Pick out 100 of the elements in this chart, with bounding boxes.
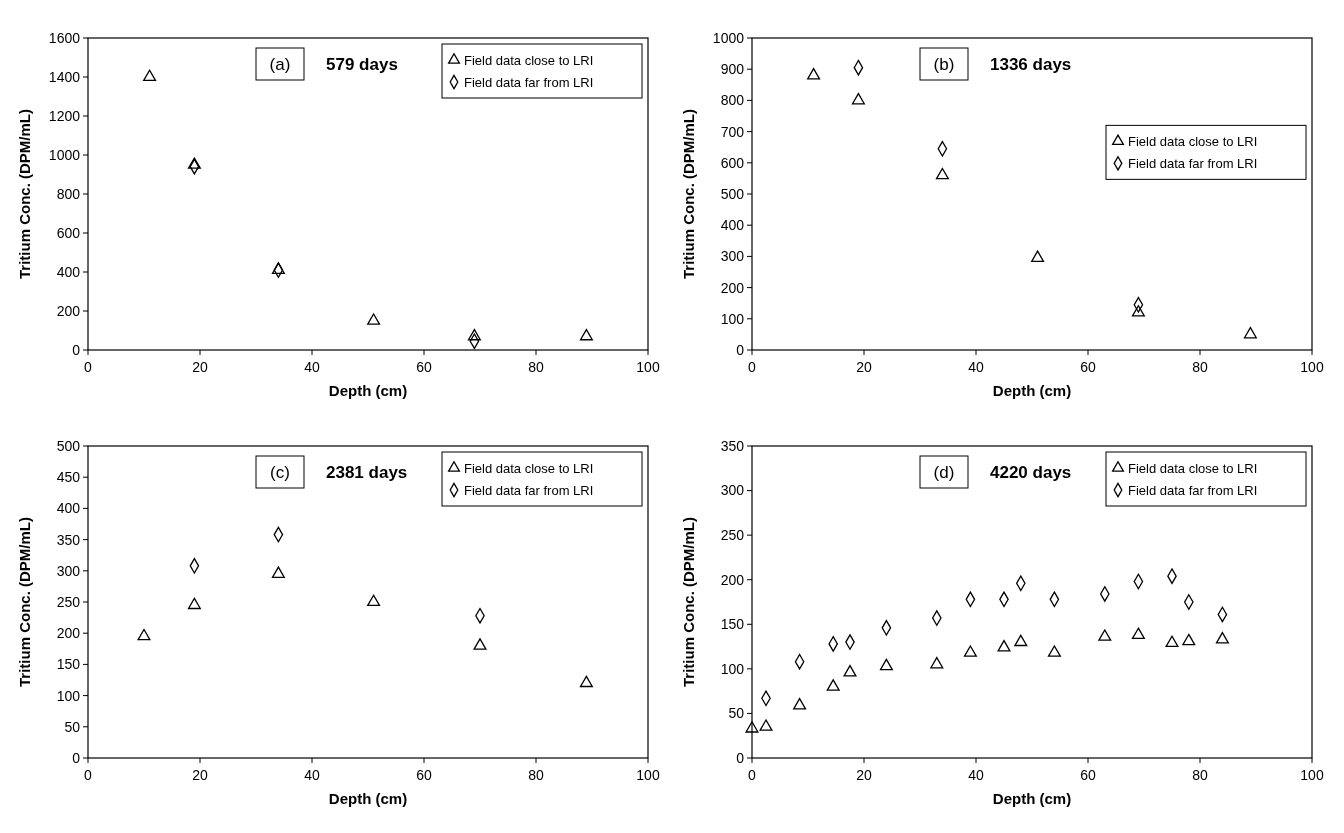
- text: 579 days: [326, 55, 398, 74]
- y-tick-label: 100: [720, 660, 745, 677]
- x-tick-label: 0: [84, 359, 93, 375]
- x-tick-label: 40: [304, 767, 320, 783]
- point: [1131, 305, 1145, 317]
- x-tick-label: 20: [192, 767, 208, 783]
- legend-label: Field data far from LRI: [1128, 482, 1258, 498]
- x-tick-label: 100: [636, 359, 660, 375]
- y-tick-label: 300: [56, 562, 81, 579]
- legend-label: Field data far from LRI: [1128, 155, 1258, 171]
- x-tick-label: 60: [1080, 767, 1096, 783]
- y-tick-label: 200: [720, 571, 745, 588]
- point: [935, 167, 949, 180]
- text: 2381 days: [326, 463, 408, 482]
- x-axis-title: Depth (cm): [992, 382, 1072, 399]
- point: [579, 675, 593, 688]
- legend-label: Field data close to LRI: [464, 52, 594, 68]
- y-tick-label: 350: [56, 531, 81, 548]
- text: 4220 days: [990, 463, 1072, 482]
- legend-label: Field data close to LRI: [464, 460, 594, 476]
- x-tick-label: 100: [636, 767, 660, 783]
- x-axis-title: Depth (cm): [328, 382, 408, 399]
- point: [187, 597, 201, 610]
- y-tick-label: 300: [720, 482, 745, 499]
- y-tick-label: 300: [720, 248, 745, 265]
- point: [1131, 627, 1145, 640]
- x-tick-label: 0: [84, 767, 93, 783]
- x-tick-label: 80: [1192, 767, 1208, 783]
- x-axis-title: Depth (cm): [328, 790, 408, 807]
- y-tick-label: 800: [720, 92, 745, 109]
- point: [745, 721, 759, 733]
- y-tick-label: 200: [56, 625, 81, 642]
- y-tick-label: 450: [56, 469, 81, 486]
- point: [143, 69, 157, 82]
- x-tick-label: 60: [1080, 359, 1096, 375]
- x-axis-title: Depth (cm): [992, 790, 1072, 807]
- annotation: (d): [933, 463, 955, 482]
- point: [1165, 635, 1179, 648]
- x-tick-label: 20: [856, 767, 872, 783]
- legend-label: Field data far from LRI: [464, 74, 594, 90]
- x-tick-label: 0: [748, 767, 757, 783]
- point: [997, 640, 1011, 652]
- legend-label: Field data close to LRI: [1128, 460, 1258, 476]
- point: [1031, 250, 1045, 263]
- point: [1182, 633, 1196, 646]
- x-tick-label: 40: [968, 359, 984, 375]
- annotation: (b): [933, 55, 955, 74]
- point: [1215, 631, 1229, 644]
- y-tick-label: 50: [64, 718, 81, 735]
- point: [579, 328, 593, 341]
- y-tick-label: 0: [736, 341, 745, 358]
- y-tick-label: 500: [720, 185, 745, 202]
- point: [963, 645, 977, 657]
- y-tick-label: 1000: [712, 29, 745, 46]
- y-axis-title: Tritium Conc. (DPM/mL): [16, 517, 33, 687]
- x-tick-label: 40: [304, 359, 320, 375]
- point: [843, 664, 857, 677]
- y-tick-label: 150: [56, 656, 81, 673]
- point: [367, 594, 381, 607]
- y-tick-label: 1200: [48, 107, 81, 124]
- point: [879, 658, 893, 671]
- legend-label: Field data close to LRI: [1128, 133, 1258, 149]
- point: [137, 628, 151, 641]
- y-tick-label: 800: [56, 185, 81, 202]
- x-tick-label: 20: [192, 359, 208, 375]
- y-tick-label: 600: [720, 154, 745, 171]
- y-tick-label: 0: [72, 341, 81, 358]
- point: [1098, 629, 1112, 641]
- y-tick-label: 0: [72, 749, 81, 766]
- point: [930, 656, 944, 669]
- point: [271, 566, 285, 578]
- y-axis-title: Tritium Conc. (DPM/mL): [680, 109, 697, 279]
- y-tick-label: 900: [720, 61, 745, 78]
- point: [826, 679, 840, 691]
- point: [1047, 645, 1061, 657]
- point: [807, 67, 821, 80]
- y-tick-label: 1400: [48, 68, 81, 85]
- y-tick-label: 1600: [48, 29, 81, 46]
- x-tick-label: 0: [748, 359, 757, 375]
- point: [367, 313, 381, 325]
- point: [1014, 634, 1028, 647]
- y-tick-label: 1000: [48, 146, 81, 163]
- point: [1243, 326, 1257, 339]
- x-tick-label: 60: [416, 359, 432, 375]
- point: [851, 92, 865, 105]
- y-tick-label: 100: [720, 310, 745, 327]
- y-tick-label: 200: [720, 279, 745, 296]
- y-tick-label: 500: [56, 437, 81, 454]
- y-axis-title: Tritium Conc. (DPM/mL): [680, 517, 697, 687]
- x-tick-label: 80: [1192, 359, 1208, 375]
- x-tick-label: 100: [1300, 359, 1324, 375]
- y-axis-title: Tritium Conc. (DPM/mL): [16, 109, 33, 279]
- point: [467, 328, 481, 341]
- y-tick-label: 250: [720, 527, 745, 544]
- y-tick-label: 700: [720, 123, 745, 140]
- y-tick-label: 400: [56, 500, 81, 517]
- x-tick-label: 80: [528, 359, 544, 375]
- y-tick-label: 350: [720, 437, 745, 454]
- y-tick-label: 200: [56, 302, 81, 319]
- point: [187, 157, 201, 169]
